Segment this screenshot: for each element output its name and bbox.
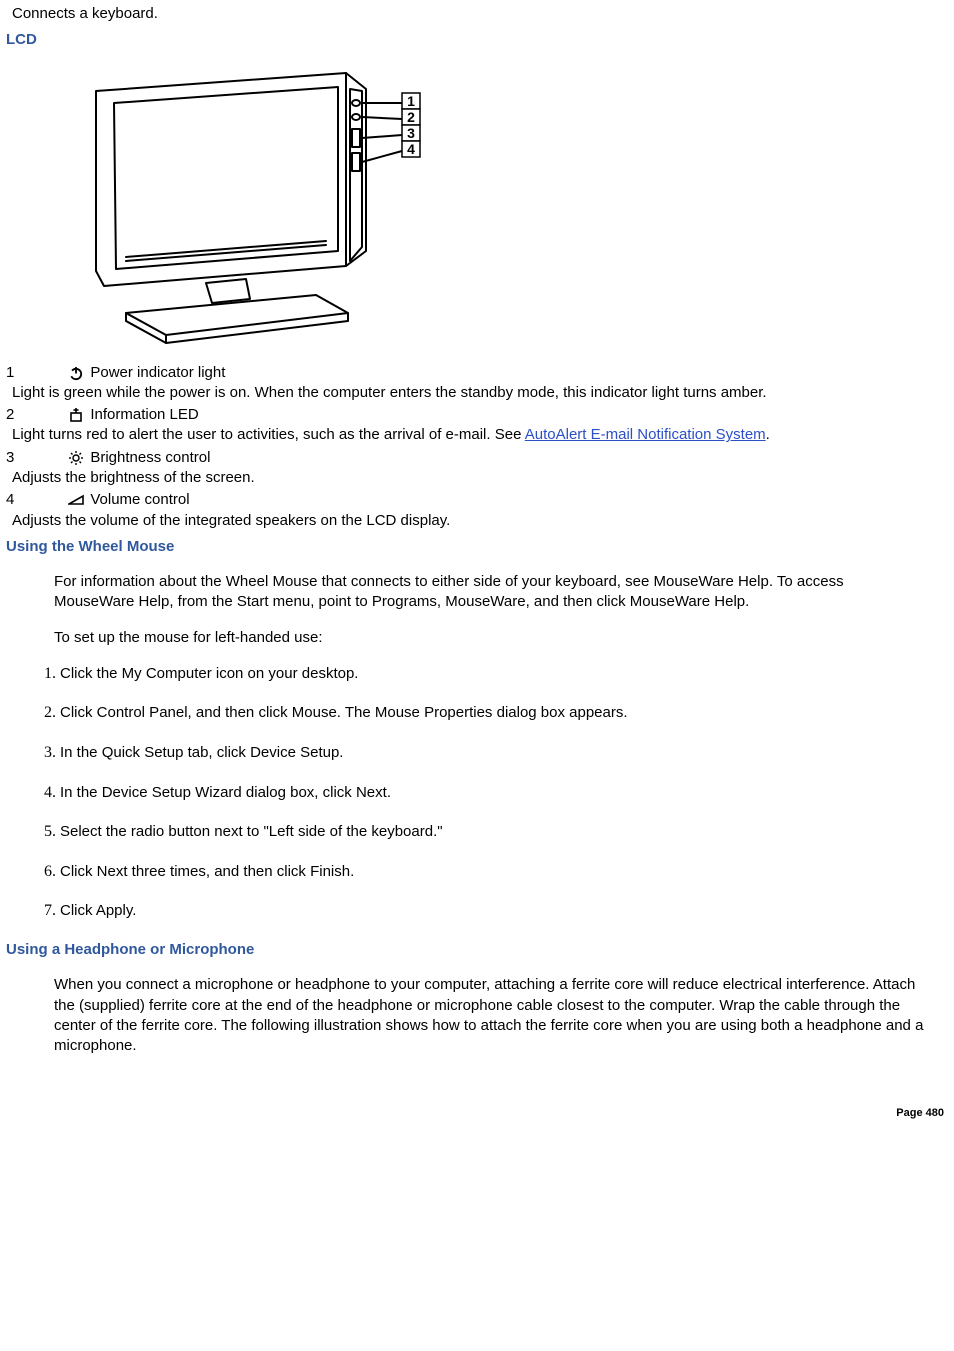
lcd-diagram: 1 2 3 4 — [66, 61, 948, 351]
wheel-mouse-para-2: To set up the mouse for left-handed use: — [54, 628, 924, 648]
item-desc-2-post: . — [766, 426, 770, 443]
wheel-mouse-para-1: For information about the Wheel Mouse th… — [54, 572, 924, 613]
information-icon — [68, 407, 84, 423]
brightness-icon — [68, 450, 84, 466]
item-number: 4 — [6, 490, 64, 510]
callout-1: 1 — [407, 93, 415, 109]
callout-3: 3 — [407, 125, 415, 141]
steps-list: Click the My Computer icon on your deskt… — [36, 663, 948, 922]
autoalert-link[interactable]: AutoAlert E-mail Notification System — [525, 426, 766, 443]
step-3: In the Quick Setup tab, click Device Set… — [60, 742, 948, 764]
step-1: Click the My Computer icon on your deskt… — [60, 663, 948, 685]
item-number: 3 — [6, 448, 64, 468]
item-number: 2 — [6, 405, 64, 425]
step-4: In the Device Setup Wizard dialog box, c… — [60, 782, 948, 804]
step-6: Click Next three times, and then click F… — [60, 861, 948, 883]
step-2: Click Control Panel, and then click Mous… — [60, 702, 948, 724]
item-desc-2: Light turns red to alert the user to act… — [12, 425, 948, 445]
item-label: Power indicator light — [90, 364, 225, 381]
item-desc-4: Adjusts the volume of the integrated spe… — [12, 511, 948, 531]
keyboard-connects-text: Connects a keyboard. — [12, 4, 948, 24]
lcd-heading: LCD — [6, 30, 948, 50]
item-desc-1: Light is green while the power is on. Wh… — [12, 383, 948, 403]
item-row-2: 2 Information LED — [6, 405, 948, 425]
item-row-1: 1 Power indicator light — [6, 363, 948, 383]
step-7: Click Apply. — [60, 900, 948, 922]
item-row-4: 4 Volume control — [6, 490, 948, 510]
item-desc-2-pre: Light turns red to alert the user to act… — [12, 426, 525, 443]
item-row-3: 3 Brightness control — [6, 448, 948, 468]
headphone-para: When you connect a microphone or headpho… — [54, 975, 924, 1056]
power-icon — [68, 365, 84, 381]
item-number: 1 — [6, 363, 64, 383]
step-5: Select the radio button next to "Left si… — [60, 821, 948, 843]
callout-2: 2 — [407, 109, 415, 125]
item-label: Volume control — [90, 491, 189, 508]
item-desc-3: Adjusts the brightness of the screen. — [12, 468, 948, 488]
item-label: Information LED — [90, 406, 198, 423]
item-label: Brightness control — [90, 449, 210, 466]
page-number: Page 480 — [6, 1106, 948, 1121]
headphone-heading: Using a Headphone or Microphone — [6, 940, 948, 960]
callout-4: 4 — [407, 141, 415, 157]
wheel-mouse-heading: Using the Wheel Mouse — [6, 537, 948, 557]
volume-icon — [68, 494, 84, 506]
